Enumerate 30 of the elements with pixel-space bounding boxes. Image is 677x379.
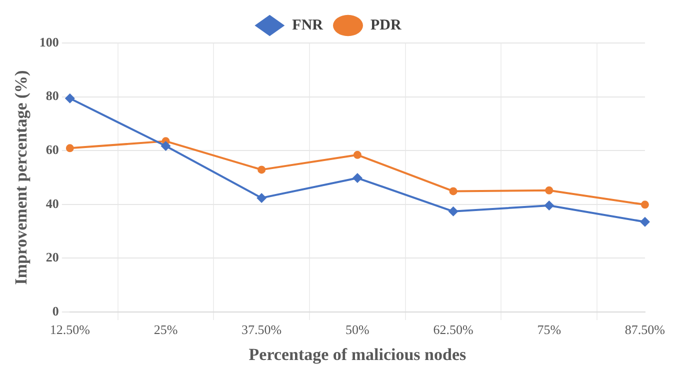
y-tick-label: 0 <box>52 303 59 318</box>
point <box>449 187 458 196</box>
point <box>64 93 75 104</box>
y-axis-title: Improvement percentage (%) <box>12 70 31 285</box>
point <box>258 166 266 174</box>
point <box>448 206 458 216</box>
x-tick-label: 50% <box>346 322 370 338</box>
legend-label: PDR <box>370 17 402 34</box>
x-tick-label: 75% <box>537 322 562 338</box>
point <box>256 192 267 203</box>
point <box>66 144 74 152</box>
x-tick-label: 87.50% <box>624 322 666 338</box>
x-tick-label: 25% <box>154 322 178 338</box>
y-tick-label: 100 <box>39 34 59 50</box>
x-tick-label: 62.50% <box>433 322 474 338</box>
x-axis-title: Percentage of malicious nodes <box>248 345 466 364</box>
point <box>640 216 650 227</box>
point <box>353 150 362 159</box>
legend-label: FNR <box>292 17 324 34</box>
y-tick-label: 20 <box>46 250 59 265</box>
point <box>352 173 362 184</box>
y-tick-label: 60 <box>46 142 59 157</box>
point <box>160 141 171 152</box>
point <box>640 200 649 209</box>
x-tick-label: 37.50% <box>242 322 282 338</box>
point <box>544 200 554 210</box>
y-tick-label: 40 <box>46 196 59 211</box>
x-tick-label: 12.50% <box>50 322 90 338</box>
y-tick-label: 80 <box>46 88 59 104</box>
point <box>545 186 554 194</box>
